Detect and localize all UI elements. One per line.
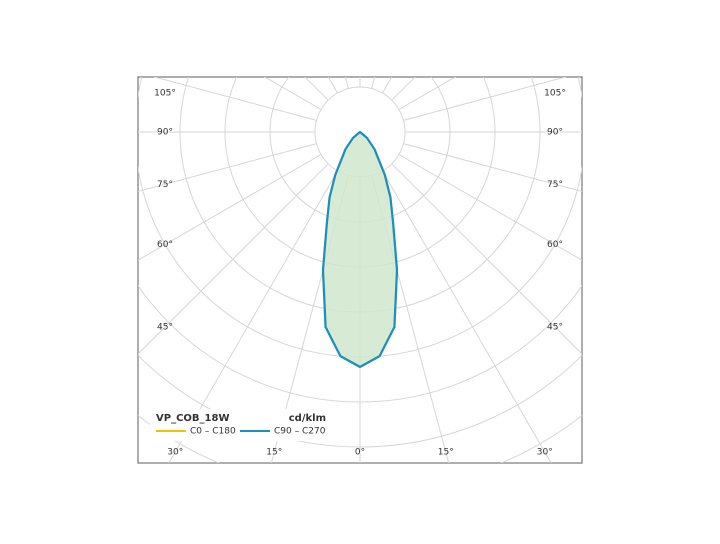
angle-label: 105° <box>154 89 176 99</box>
labels: 105° 90° 75° 60° 45° 30° 15° 0° 15° 30° 45° 60° 75° 9… <box>154 89 566 458</box>
radial-line <box>371 77 376 89</box>
angle-label: 30° <box>167 448 183 458</box>
unit-label: cd/klm <box>289 413 326 424</box>
grid-line <box>152 77 317 121</box>
angle-label: 30° <box>537 448 553 458</box>
grid-line <box>403 143 582 193</box>
grid-line <box>403 77 568 121</box>
legend-box <box>150 409 330 441</box>
angle-label: 15° <box>266 448 282 458</box>
grid-line <box>138 143 317 193</box>
curves <box>321 130 399 368</box>
angle-label: 0° <box>355 448 365 458</box>
angle-label: 105° <box>544 89 566 99</box>
grid-line <box>398 154 582 261</box>
angle-label: 90° <box>547 128 563 138</box>
grid-line <box>138 154 322 261</box>
legend-label: C90 – C270 <box>274 427 326 437</box>
angle-label: 75° <box>157 180 173 190</box>
angle-label: 45° <box>547 323 563 333</box>
radial-line <box>398 77 457 110</box>
legend-title: VP_COB_18W <box>156 413 229 424</box>
radial-line <box>344 77 349 89</box>
legend-label: C0 – C180 <box>190 427 236 437</box>
legend: VP_COB_18W cd/klm C0 – C180 C90 – C270 <box>150 409 330 441</box>
intensity-curve <box>321 130 399 368</box>
angle-label: 60° <box>157 240 173 250</box>
grid-line <box>382 170 552 463</box>
angle-label: 45° <box>157 323 173 333</box>
grid-line <box>138 163 329 355</box>
angle-label: 90° <box>157 128 173 138</box>
angle-label: 60° <box>547 240 563 250</box>
grid-line <box>391 163 582 355</box>
radial-line <box>263 77 322 110</box>
angle-label: 75° <box>547 180 563 190</box>
angle-label: 15° <box>438 448 454 458</box>
